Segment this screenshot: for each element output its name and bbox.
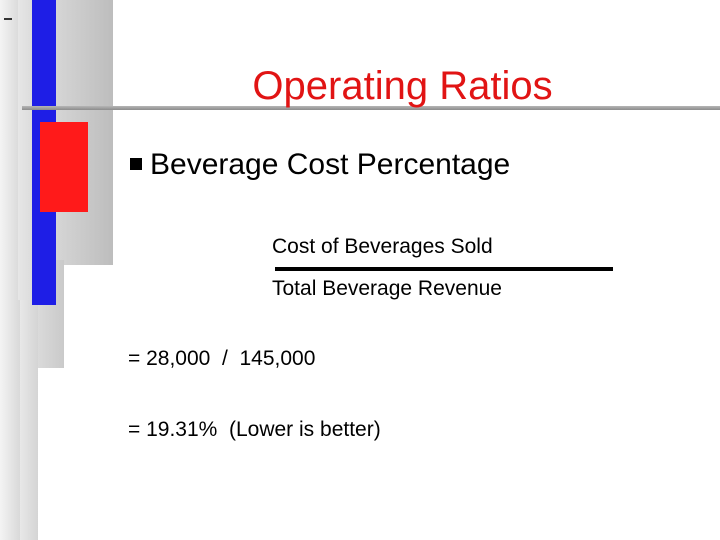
bullet-text: Beverage Cost Percentage <box>150 148 511 181</box>
fraction-bar <box>275 267 613 271</box>
slide-title: Operating Ratios <box>252 64 553 108</box>
corner-tick <box>4 18 12 20</box>
title-divider <box>22 106 720 110</box>
calculation-line: = 28,000 / 145,000 <box>128 347 316 370</box>
formula-numerator: Cost of Beverages Sold <box>272 235 493 258</box>
left-gray-bar <box>20 300 38 540</box>
result-line: = 19.31% (Lower is better) <box>128 418 381 441</box>
formula-denominator: Total Beverage Revenue <box>272 277 502 300</box>
bullet-item: Beverage Cost Percentage <box>130 146 510 184</box>
red-accent-block <box>40 122 88 212</box>
left-gray-bar <box>0 0 22 540</box>
square-bullet-icon <box>130 158 142 171</box>
